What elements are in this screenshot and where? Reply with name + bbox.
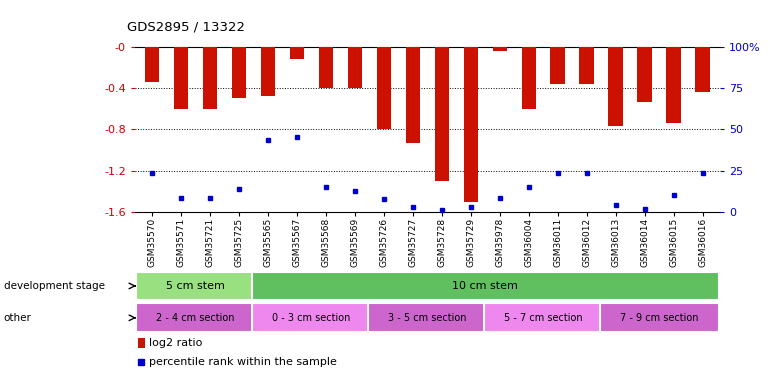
Bar [368, 303, 487, 332]
Text: 7 - 9 cm section: 7 - 9 cm section [620, 313, 698, 323]
Bar [377, 47, 391, 129]
Text: 2 - 4 cm section: 2 - 4 cm section [156, 313, 235, 323]
Bar [600, 303, 718, 332]
Text: 5 - 7 cm section: 5 - 7 cm section [504, 313, 583, 323]
Bar [348, 47, 362, 88]
Bar [136, 272, 255, 300]
Text: 10 cm stem: 10 cm stem [452, 281, 518, 291]
Bar [138, 338, 146, 348]
Bar [666, 47, 681, 123]
Bar [580, 47, 594, 84]
Bar [493, 47, 507, 51]
Text: 3 - 5 cm section: 3 - 5 cm section [388, 313, 467, 323]
Text: other: other [4, 313, 32, 323]
Bar [145, 47, 159, 82]
Bar [608, 47, 623, 126]
Text: GDS2895 / 13322: GDS2895 / 13322 [127, 21, 245, 34]
Bar [232, 47, 246, 99]
Text: 5 cm stem: 5 cm stem [166, 281, 225, 291]
Bar [638, 47, 652, 102]
Text: development stage: development stage [4, 281, 105, 291]
Bar [252, 303, 371, 332]
Bar [290, 47, 304, 59]
Bar [551, 47, 565, 84]
Bar [252, 272, 718, 300]
Bar [406, 47, 420, 143]
Text: percentile rank within the sample: percentile rank within the sample [149, 357, 337, 367]
Bar [319, 47, 333, 88]
Text: 0 - 3 cm section: 0 - 3 cm section [273, 313, 350, 323]
Bar [261, 47, 275, 96]
Bar [203, 47, 217, 109]
Bar [136, 303, 255, 332]
Bar [434, 47, 449, 181]
Bar [464, 47, 478, 201]
Bar [174, 47, 189, 109]
Text: log2 ratio: log2 ratio [149, 338, 203, 348]
Bar [484, 303, 603, 332]
Bar [521, 47, 536, 109]
Bar [695, 47, 710, 92]
